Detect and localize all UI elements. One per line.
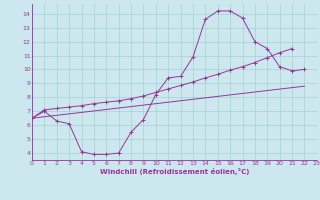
X-axis label: Windchill (Refroidissement éolien,°C): Windchill (Refroidissement éolien,°C) (100, 168, 249, 175)
